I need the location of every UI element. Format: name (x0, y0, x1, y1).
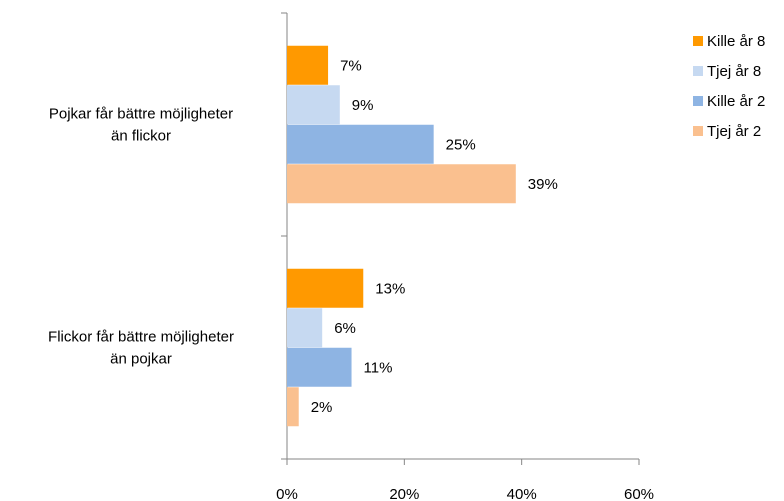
chart-labels: 0% 20% 40% 60% Pojkar får bättre möjligheter… (48, 57, 654, 501)
bar-value-label: 2% (311, 399, 333, 416)
legend-swatch (693, 66, 703, 76)
chart-legend: Kille år 8 Tjej år 8 Kille år 2 Tjej år 2 (693, 33, 765, 140)
bar-value-label: 39% (528, 176, 558, 193)
bar (287, 164, 516, 204)
x-tick-label: 20% (389, 486, 419, 501)
category-label: Flickor får bättre möjligheter än pojkar (48, 329, 234, 368)
legend-swatch (693, 36, 703, 46)
bar (287, 308, 323, 348)
legend-label: Tjej år 2 (707, 123, 761, 140)
x-tick-label: 40% (507, 486, 537, 501)
bar (287, 268, 364, 308)
bar-value-label: 7% (340, 57, 362, 74)
bar (287, 124, 434, 164)
bar (287, 347, 352, 387)
bar (287, 85, 340, 125)
bar-value-label: 6% (334, 320, 356, 337)
bar (287, 387, 299, 427)
legend-label: Kille år 2 (707, 93, 765, 110)
x-tick-label: 0% (276, 486, 298, 501)
legend-swatch (693, 96, 703, 106)
bar-value-label: 25% (446, 136, 476, 153)
legend-label: Kille år 8 (707, 33, 765, 50)
bar-value-label: 11% (364, 359, 393, 376)
bar-value-label: 13% (375, 280, 405, 297)
legend-swatch (693, 126, 703, 136)
x-tick-label: 60% (624, 486, 654, 501)
category-label: Pojkar får bättre möjligheter än flickor (49, 106, 233, 145)
chart-bars (287, 45, 516, 427)
legend-label: Tjej år 8 (707, 63, 761, 80)
bar (287, 45, 329, 85)
chart-axes (281, 12, 640, 465)
bar-value-label: 9% (352, 97, 374, 114)
